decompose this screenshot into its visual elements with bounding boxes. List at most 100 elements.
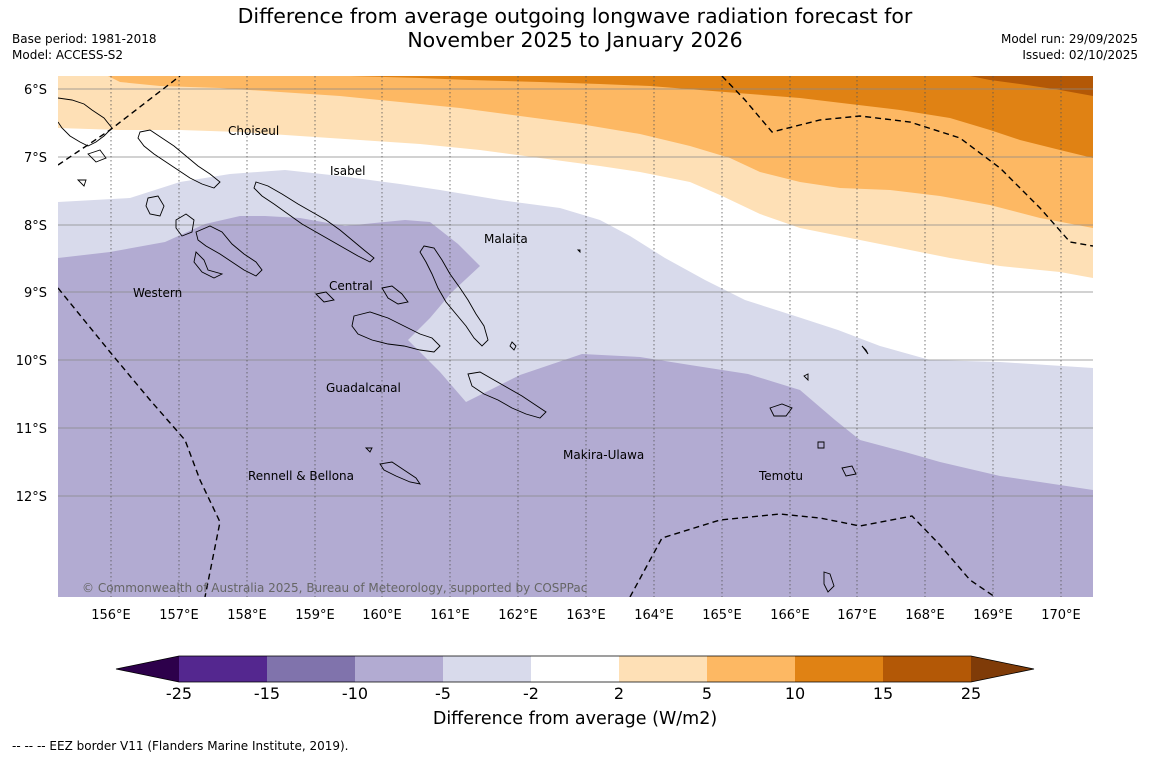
colorbar-outline [115, 655, 1035, 683]
ulawa-coast [509, 341, 517, 351]
map-title: Difference from average outgoing longwav… [0, 4, 1150, 52]
lat-label: 12°S [16, 490, 47, 505]
region-label-central: Central [329, 279, 373, 293]
reef-islands-coast [803, 373, 809, 382]
lon-label: 168°E [905, 608, 945, 623]
colorbar-bin [795, 656, 883, 682]
lat-label: 10°S [16, 354, 47, 369]
lon-label: 165°E [702, 608, 742, 623]
region-labels: Choiseul Isabel Malaita Western Central … [133, 124, 803, 483]
colorbar-bin [355, 656, 443, 682]
longitude-gridlines [110, 76, 1062, 597]
band-5-to-10 [108, 76, 1093, 228]
guadalcanal-coast [351, 311, 441, 353]
colorbar-tick-label: 10 [785, 684, 805, 703]
model-name: Model: ACCESS-S2 [12, 48, 124, 62]
colorbar-bin [443, 656, 531, 682]
region-label-western: Western [133, 286, 182, 300]
model-run: Model run: 29/09/2025 [1000, 32, 1138, 46]
meta-left: Base period: 1981-2018 Model: ACCESS-S2 [12, 31, 157, 63]
lon-label: 166°E [770, 608, 810, 623]
meta-right: Model run: 29/09/2025 Issued: 02/10/2025 [1001, 31, 1138, 63]
region-label-isabel: Isabel [330, 164, 365, 178]
vanikoro-coast [841, 465, 857, 477]
region-label-temotu: Temotu [758, 469, 803, 483]
colorbar [115, 655, 1035, 683]
lon-label: 157°E [159, 608, 199, 623]
lat-label: 6°S [24, 83, 47, 98]
vella-lavella-coast [145, 195, 165, 217]
region-label-rennell-bellona: Rennell & Bellona [248, 469, 354, 483]
latitude-gridlines [58, 88, 1093, 497]
colorbar-tick-label: -15 [254, 684, 280, 703]
ontong-java-coast [576, 249, 581, 254]
colorbar-tick-labels: -25 -15 -10 -5 -2 2 5 10 15 25 [166, 684, 981, 703]
colorbar-bin [707, 656, 795, 682]
florida-islands-coast [381, 285, 409, 305]
western-islands-coast [195, 225, 263, 277]
lon-label: 161°E [430, 608, 470, 623]
copyright-text: © Commonwealth of Australia 2025, Bureau… [82, 581, 587, 595]
nendo-coast [769, 403, 793, 417]
lon-label: 158°E [227, 608, 267, 623]
colorbar-bin [267, 656, 355, 682]
colorbar-tick-label: -5 [435, 684, 451, 703]
colorbar-tick-label: -2 [523, 684, 539, 703]
shortland-coast [87, 149, 107, 163]
isabel-coast [253, 181, 375, 263]
bellona-coast [364, 447, 373, 453]
colorbar-title: Difference from average (W/m2) [432, 709, 718, 729]
band-10-to-15 [350, 76, 1093, 158]
colorbar-bin [619, 656, 707, 682]
colorbar-bin [883, 656, 971, 682]
colorbar-extend-high [971, 656, 1034, 682]
latitude-labels: 6°S 7°S 8°S 9°S 10°S 11°S 12°S [16, 83, 47, 505]
band-15-to-25 [970, 76, 1093, 96]
colorbar-bin [531, 656, 619, 682]
issued-date: Issued: 02/10/2025 [1022, 48, 1138, 62]
colorbar-tick-label: 5 [702, 684, 712, 703]
lon-label: 162°E [498, 608, 538, 623]
title-line-1: Difference from average outgoing longwav… [237, 4, 913, 28]
lon-label: 170°E [1041, 608, 1081, 623]
malaita-coast [419, 245, 489, 347]
colorbar-bin [179, 656, 267, 682]
coastlines [58, 97, 869, 593]
lat-label: 11°S [16, 422, 47, 437]
choiseul-coast [137, 129, 221, 189]
treasury-coast [76, 179, 87, 187]
ranongga-coast [193, 251, 224, 279]
lon-label: 167°E [837, 608, 877, 623]
lon-label: 163°E [566, 608, 606, 623]
eez-legend-note: -- -- -- EEZ border V11 (Flanders Marine… [12, 739, 349, 753]
lon-label: 164°E [634, 608, 674, 623]
lat-label: 9°S [24, 286, 47, 301]
new-georgia-coast [175, 213, 195, 237]
colorbar-extend-low [116, 656, 179, 682]
rennell-coast [379, 461, 421, 485]
lon-label: 156°E [91, 608, 131, 623]
bougainville-coast [58, 97, 113, 147]
lat-label: 7°S [24, 151, 47, 166]
lon-label: 160°E [362, 608, 402, 623]
duff-islands-coast [861, 345, 869, 355]
lon-label: 159°E [295, 608, 335, 623]
region-label-guadalcanal: Guadalcanal [326, 381, 401, 395]
region-label-makira-ulawa: Makira-Ulawa [563, 448, 644, 462]
lat-label: 8°S [24, 219, 47, 234]
makira-coast [467, 371, 547, 419]
base-period: Base period: 1981-2018 [12, 32, 157, 46]
colorbar-tick-label: 25 [961, 684, 981, 703]
utupua-coast [817, 441, 825, 449]
tikopia-coast [823, 571, 835, 593]
longitude-labels: 156°E 157°E 158°E 159°E 160°E 161°E 162°… [91, 608, 1081, 623]
lon-label: 169°E [973, 608, 1013, 623]
region-label-choiseul: Choiseul [228, 124, 279, 138]
colorbar-tick-label: -25 [166, 684, 192, 703]
colorbar-tick-label: 2 [614, 684, 624, 703]
title-line-2: November 2025 to January 2026 [407, 28, 743, 52]
colorbar-tick-label: -10 [342, 684, 368, 703]
colorbar-tick-label: 15 [873, 684, 893, 703]
russell-islands-coast [315, 291, 335, 303]
